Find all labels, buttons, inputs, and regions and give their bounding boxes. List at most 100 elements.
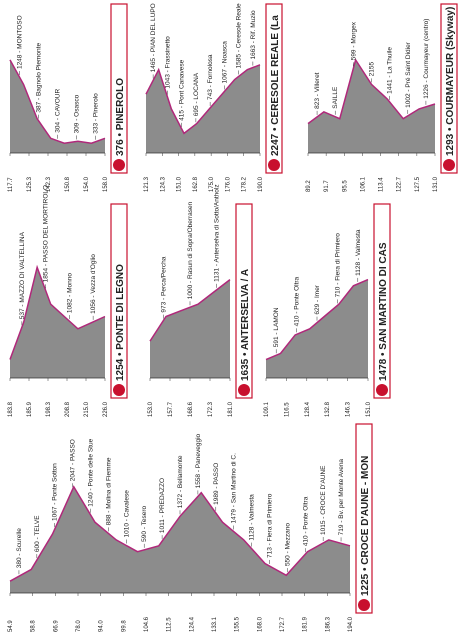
- km-label: 157.7: [168, 401, 174, 417]
- place-label: 1000 - Rasun di Sopra/Oberrasen: [187, 201, 194, 299]
- profile-area: [10, 59, 105, 153]
- place-label: 1558 - Paneveggio: [195, 433, 202, 488]
- km-label: 153.0: [148, 401, 154, 417]
- km-label: 172.7: [280, 616, 286, 632]
- km-label: 181.9: [303, 616, 309, 632]
- profile-line: [307, 58, 436, 125]
- place-label: 333 - Pinerolo: [93, 93, 100, 134]
- km-label: 194.0: [348, 616, 354, 632]
- profile-area: [266, 279, 368, 378]
- finish-label: 1478 • SAN MARTINO DI CAS: [378, 242, 389, 381]
- finish-box: [110, 3, 128, 174]
- stage-panel: 1248 - MONTOSO 387 - Bagnolo Piemonte 304 …: [8, 3, 128, 192]
- stage-panel: 380 - Scurelle 600 - TELVE 1067 - Ponte So…: [8, 423, 373, 632]
- finish-icon: [376, 384, 388, 396]
- place-label: 710 - Fiera di Primiero: [334, 233, 341, 298]
- profile-area: [10, 267, 105, 378]
- place-label: 1131 - Anterselva di Sotto/Antholz: [214, 184, 221, 281]
- km-label: 78.0: [76, 620, 82, 632]
- place-label: 591 - LAMON: [273, 307, 280, 347]
- place-label: 410 - Ponte Oltra: [294, 276, 301, 326]
- km-label: 168.0: [257, 616, 263, 632]
- place-label: 1082 - Monno: [66, 273, 73, 313]
- profile-line: [149, 279, 231, 342]
- place-label: 1240 - Ponte delle Stue: [88, 438, 95, 506]
- place-label: 1441 - La Thuile: [387, 47, 394, 94]
- place-label: 695 - LOCANA: [193, 72, 200, 116]
- place-label: 1989 - PASSO: [213, 463, 220, 505]
- km-label: 176.0: [225, 176, 231, 192]
- km-label: 154.0: [84, 176, 90, 192]
- km-label: 151.0: [177, 176, 183, 192]
- place-label: 537 - MAZZO DI VALTELLINA: [19, 231, 26, 319]
- finish-icon: [443, 159, 455, 171]
- km-label: 172.3: [208, 401, 214, 417]
- place-label: 888 - Molina di Fiemme: [105, 457, 112, 525]
- place-label: 387 - Bagnolo Piemonte: [36, 43, 43, 113]
- place-label: 719 - Bv. per Monte Avena: [338, 459, 345, 536]
- place-label: 1056 - Vezza d'Oglio: [90, 254, 97, 314]
- km-label: 112.5: [167, 617, 173, 632]
- km-label: 132.8: [325, 401, 331, 417]
- place-label: 550 - Mezzano: [284, 523, 291, 566]
- km-label: 117.7: [8, 177, 14, 192]
- km-label: 183.8: [8, 401, 14, 417]
- stage-panel: 823 - Villeret SAILLE 599 - Morgex 2155 1441…: [306, 3, 458, 192]
- km-label: 142.3: [46, 176, 52, 192]
- place-label: 1226 - Courmayeur (centro): [423, 19, 430, 99]
- km-label: 104.6: [144, 616, 150, 632]
- km-label: 146.3: [346, 401, 352, 417]
- place-label: 823 - Villeret: [314, 72, 321, 109]
- km-label: 124.3: [160, 176, 166, 192]
- place-label: 1015 - CROCE D'AUNE: [320, 465, 327, 535]
- km-label: 128.4: [305, 401, 311, 417]
- finish-icon: [238, 384, 250, 396]
- place-label: 309 - Osasco: [74, 94, 81, 133]
- place-label: 1479 - San Martino di C.: [231, 453, 238, 524]
- finish-label: 376 • PINEROLO: [115, 78, 126, 156]
- finish-box: [265, 3, 283, 174]
- km-label: 58.8: [31, 620, 37, 632]
- km-label: 151.0: [366, 401, 372, 417]
- place-label: 1585 - Ceresole Reale: [236, 3, 243, 68]
- finish-icon: [358, 599, 370, 611]
- place-label: 590 - Tesero: [141, 505, 148, 541]
- place-label: 415 - Pont Canavese: [179, 59, 186, 120]
- km-label: 158.0: [103, 176, 109, 192]
- finish-box: [110, 203, 128, 399]
- finish-box: [373, 203, 391, 399]
- finish-icon: [113, 384, 125, 396]
- place-label: 973 - Perca/Percha: [160, 256, 167, 312]
- profile-line: [265, 278, 369, 361]
- finish-label: 1293 • COURMAYEUR (Skyway): [445, 7, 456, 156]
- place-label: 2155: [369, 62, 376, 77]
- place-label: 1011 - PREDAZZO: [159, 478, 166, 533]
- place-label: 600 - TELVE: [34, 515, 41, 552]
- place-label: 1067 - Noasca: [221, 41, 228, 84]
- finish-box: [235, 203, 253, 399]
- km-label: 168.6: [188, 401, 194, 417]
- km-label: 125.3: [27, 176, 33, 192]
- stage-panel: 537 - MAZZO DI VALTELLINA 1854 - PASSO DE…: [8, 185, 128, 417]
- profile-area: [10, 486, 350, 593]
- place-label: 629 - Imer: [314, 284, 321, 314]
- place-label: 1128 - Valmesta: [355, 229, 362, 276]
- profile-area: [150, 279, 230, 378]
- km-label: 131.0: [433, 176, 439, 192]
- finish-box: [355, 423, 373, 614]
- place-label: 1002 - Pré Saint Didier: [405, 41, 412, 108]
- km-label: 155.5: [235, 616, 241, 632]
- km-label: 185.9: [27, 401, 33, 417]
- km-label: 109.1: [264, 401, 270, 417]
- km-label: 121.3: [144, 176, 150, 192]
- finish-label: 1254 • PONTE DI LEGNO: [115, 264, 126, 381]
- km-label: 127.5: [415, 176, 421, 192]
- km-label: 89.2: [306, 180, 312, 192]
- km-label: 113.4: [379, 177, 385, 192]
- profile-line: [145, 64, 261, 135]
- finish-label: 2247 • CERESOLE REALE (La: [270, 15, 281, 156]
- km-label: 99.8: [121, 620, 127, 632]
- profile-line: [9, 59, 106, 144]
- place-label: 743 - Fornolosa: [207, 54, 214, 100]
